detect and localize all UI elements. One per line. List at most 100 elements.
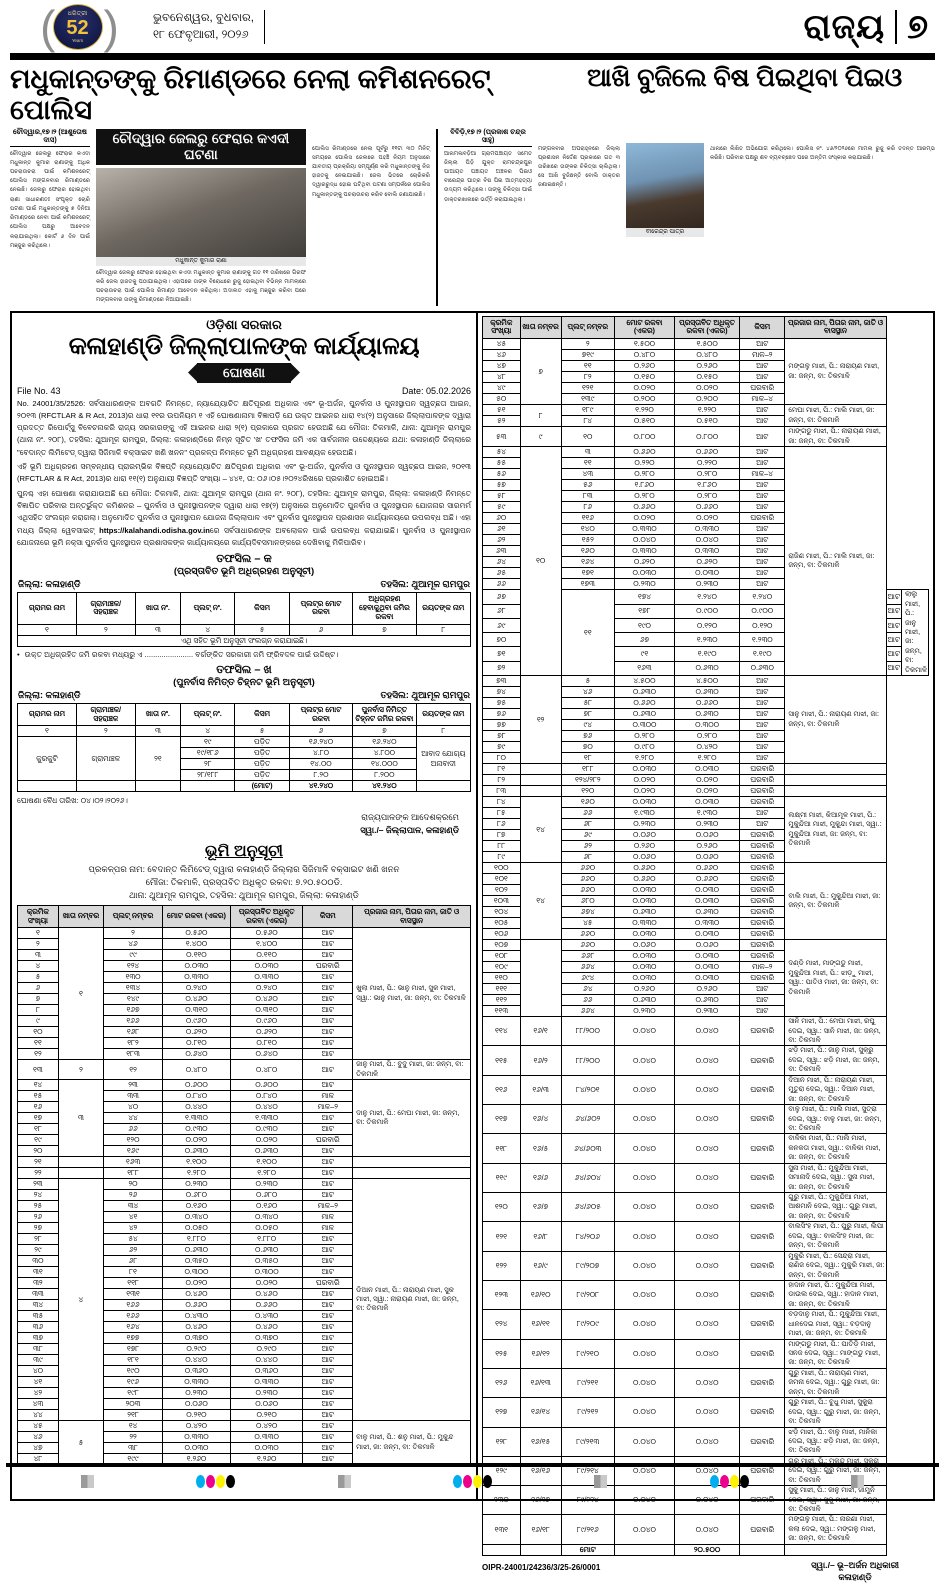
- cell-acq: ୦.୦୨୦: [673, 382, 741, 395]
- district-website-link[interactable]: https://kalahandi.odisha.gov.in: [99, 525, 210, 535]
- cell-kisam: ଆଟ: [885, 603, 902, 619]
- cell-kisam: ଆଟ: [302, 1059, 354, 1081]
- column-header: ଖାତା ନଂ.: [134, 702, 182, 727]
- schedule-b-title: ତଫସିଲ – ଖ (ପୁନର୍ବାସ ନିମିତ୍ତ ଚିହ୍ନଟ ଭୂମି …: [17, 664, 471, 688]
- magenta-dot: [719, 1474, 729, 1488]
- oipr-code: OIPR-24001/24236/3/25-26/0001: [482, 1562, 601, 1572]
- column-header: ପ୍ଲଟ୍ ନଂ.: [180, 702, 236, 727]
- notice-date: Date: 05.02.2026: [401, 385, 471, 396]
- schedule-b-location-row: ଜିଲ୍ଲା: କଳାହାଣ୍ଡି ତହସିଲ: ଥୁଆମୂଳ ରାମପୁର: [18, 690, 470, 701]
- cell-sl: ୪୭: [17, 1442, 59, 1455]
- cell-sl: ୮୭: [482, 829, 521, 842]
- cell-kisam: ମାଳ–୪: [739, 393, 786, 406]
- cell-sl: ୩୬: [17, 1321, 59, 1334]
- cell-total: ୦.୦୨୦: [613, 774, 675, 787]
- cell-plot: ୧୮୮: [560, 763, 615, 776]
- cell-sl: ୭୪: [482, 686, 521, 699]
- column-header: ପ୍ଲଟ୍ ନଂ.: [180, 592, 236, 625]
- cell-total: ୦.୯୬୦: [161, 1015, 231, 1028]
- schedule-b-subheading: (ପୁନର୍ବାସ ନିମିତ୍ତ ଚିହ୍ନଟ ଭୂମି ଅନୁସୂଚୀ): [173, 676, 315, 688]
- cell-total: ୦.୮୪୦: [161, 1090, 231, 1103]
- table-row: ୪୯ ୧୨୧ ୦.୦୨୦ ୦.୦୨୦ ଘରବାରି: [482, 382, 929, 395]
- cell-acq: ୦.୦୨୦: [673, 774, 741, 787]
- cell-sl: ୧୦୯: [482, 961, 521, 974]
- cell-sl: ୧୬: [17, 1101, 59, 1114]
- dateline: ଭୁବନେଶ୍ୱର, ବୁଧବାର, ୧୮ ଫେବୃଆରୀ, ୨୦୨୬: [145, 10, 265, 44]
- cell-khata: ୧୬/୧୨: [519, 1338, 562, 1369]
- cell-plot: ୬୬୪: [560, 1005, 615, 1018]
- cell-total: ୮.୨୦: [288, 769, 354, 782]
- cell-acq: ୦.୦୪୦: [673, 1192, 741, 1223]
- cell-sl: ୨୨: [17, 1167, 59, 1180]
- table-row: ୬୪ ୧୬୪ ୦.୬୨୦ ୦.୬୨୦ ଆଟ: [482, 556, 929, 569]
- cell-kisam: ଘରବାରି: [302, 1277, 354, 1290]
- cell-acq: ୦.୮୪୦: [229, 1090, 304, 1103]
- cell-ryot-name: ବାଳୁ ମାଝୀ, ପି.: ମାଲି ମାଝୀ, ସୁତ୍ରା ଦେଇ, ସ…: [784, 1104, 887, 1135]
- cell-total: [415, 780, 472, 793]
- cell-plot: ୫୬: [560, 479, 615, 492]
- cell-kisam: ଆଟ: [739, 490, 786, 503]
- cell-ryot-name: ମଙ୍ଗଳୁ ମାଝୀ, ପି.: ନାରଣା ମାଝୀ, କଲା ଦେଇ, ସ…: [784, 1514, 887, 1545]
- schedule-a-note: ଏଥି ସହିତ ଭୂମି ଅନୁସୂଚୀ ସଂଲଗ୍ନ କରାଯାଇଛି।: [17, 634, 471, 647]
- cell-acq: ୦.୪୮୦: [673, 349, 741, 362]
- cell-total: ୦.୦୪୦: [613, 1016, 675, 1047]
- cell-khata: ୩: [57, 1079, 105, 1158]
- column-header: ପ୍ରଜାର ନାମ, ପିତାର ନାମ, ଜାତି ଓ ବାସସ୍ଥାନ: [784, 315, 887, 340]
- ghosana-badge-wrap: ଘୋଷଣା: [17, 362, 471, 383]
- cell-sl: ୧୨୫: [482, 1338, 521, 1369]
- table-row: ୨୨ ୧୮୮ ୧.୨୮୦ ୧.୨୮୦ ଆଟ: [17, 1167, 471, 1180]
- cell-plot: ୧୬୪: [103, 1321, 163, 1334]
- cell-total: ୦.୨୪୦: [161, 982, 231, 995]
- cell-plot: ୮୪/୨୦୧: [560, 1074, 615, 1106]
- table-row: ୪ ୧୨୪ ୦.୦୩୦ ୦.୦୩୦ ଘରବାରି: [17, 960, 471, 973]
- cell-plot: ୮୯/୨୧୨: [560, 1397, 615, 1428]
- cell-kisam: ଆଟ: [302, 1442, 354, 1455]
- cell-sl: ୧୨୧: [482, 1221, 521, 1252]
- table-row: ୧୨୧ ୧୬/୮ ୮୪/୨୦୬ ୦.୦୪୦ ୦.୦୪୦ ଘରବାରି ବାଲସିଂହ ମାଝ…: [482, 1221, 929, 1252]
- cell-sl: ୫: [17, 971, 59, 984]
- cell-total: ୦.୦୪୦: [613, 1133, 675, 1164]
- cell-acq: ୦.୧୫୦: [673, 371, 741, 384]
- cell-kisam: ଘରବାରି: [739, 1338, 786, 1369]
- cell-plot: ୧୬୬: [103, 1015, 163, 1028]
- cell-kisam: ଆଟ: [302, 1431, 354, 1444]
- cell-acq: ୦.୧୬୦: [229, 1200, 304, 1213]
- cell-plot: ୧୯୦: [613, 617, 675, 634]
- cell-khata: ୧୬/୨: [519, 1045, 562, 1076]
- cell-acq: ୦.୨୦୦: [673, 393, 741, 406]
- cell-total: ୧.୨୮୦: [161, 1167, 231, 1180]
- cell-total: ୧.୨୩୦: [673, 632, 741, 648]
- column-header: ପ୍ଲଟ୍ ନମ୍ବର: [560, 315, 615, 340]
- cell-sl: ୭୫: [482, 697, 521, 710]
- article-1-headline-block: ମଧୁକାନ୍ତଙ୍କୁ ରିମାଣ୍ଡରେ ନେଲା କମିଶନରେଟ୍ ପୋ…: [10, 63, 546, 126]
- cell-sl: ୩୭: [17, 1332, 59, 1345]
- cell-sl: ୫୪: [482, 446, 521, 459]
- black-dot: [482, 1474, 492, 1488]
- cell-kisam: ମାଳ–୨: [302, 1200, 354, 1213]
- cell-total: ୪.୮୦: [288, 747, 354, 760]
- cell-acq: ୦.୬୩୦: [673, 994, 741, 1007]
- cell-sl: ୩୫: [17, 1310, 59, 1323]
- cell-total: ୦.୦୪୦: [613, 1338, 675, 1369]
- cell-khata: ୧୬/୭: [519, 1192, 562, 1223]
- cell-plot: ୩: [560, 446, 615, 459]
- cell-acq: ୦.୪୨୦: [673, 741, 741, 754]
- cell-sl: ୪: [17, 960, 59, 973]
- cell-kisam: ଘରବାରି: [739, 1221, 786, 1252]
- cell-ryot-name: ମାଙ୍ଗଡୁ ମାଝୀ, ପି.: ନାରାୟଣ ମାଝୀ, ଜା: ଜନ୍ମ…: [784, 426, 887, 448]
- cell-khata: ୧୧: [560, 589, 615, 677]
- cell-kisam: ଆଟ: [302, 1037, 354, 1050]
- cell-sl: ୨୯: [17, 1244, 59, 1257]
- cell-total: ୦.୦୩୦: [613, 796, 675, 809]
- cell-total: ୦.୦୪୦: [613, 1455, 675, 1487]
- cell-total: ୧.୫୦୦: [613, 338, 675, 351]
- article-2-col-3: ଥାନାରେ ଲିଖିତ ଅଭିଯୋଗ କରିଥିଲେ। ପୋଲିସ ନଂ. ୪…: [710, 129, 935, 306]
- magenta-dot: [462, 1474, 472, 1488]
- cell-acq: ୦.୦୩୦: [673, 763, 741, 776]
- cell-kisam: ପଡ଼ିତ: [234, 747, 290, 760]
- cell-sl: ୧୧୭: [482, 1104, 521, 1135]
- cell-kisam: ଘରବାରି: [739, 774, 786, 787]
- cell-sl: ୭୮: [482, 730, 521, 743]
- cell-kisam: ଆଟ: [739, 479, 786, 492]
- cell-plot: ୨୨: [103, 1431, 163, 1444]
